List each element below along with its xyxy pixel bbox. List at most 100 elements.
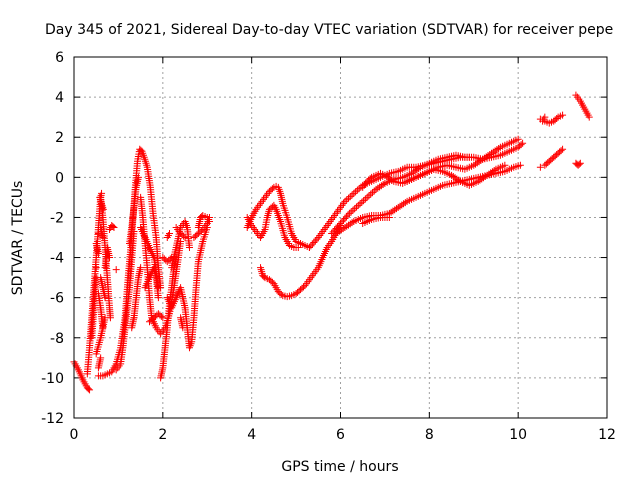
data-point <box>310 239 318 247</box>
data-point <box>342 213 350 221</box>
data-point <box>84 385 92 393</box>
data-point <box>101 314 109 322</box>
data-point <box>347 208 355 216</box>
data-point <box>130 314 138 322</box>
data-point <box>374 184 382 192</box>
data-point <box>181 234 189 241</box>
data-point <box>516 161 524 169</box>
data-point <box>343 222 351 230</box>
data-point <box>349 206 357 214</box>
data-point <box>473 159 481 167</box>
data-point <box>411 167 419 175</box>
data-point <box>277 290 285 298</box>
data-point <box>344 221 352 229</box>
data-point <box>106 254 114 262</box>
data-point <box>339 225 347 233</box>
data-point <box>361 195 369 203</box>
x-tick-label: 0 <box>70 427 79 443</box>
data-point <box>366 175 374 183</box>
data-point <box>488 168 496 176</box>
data-point <box>484 152 492 160</box>
data-point <box>337 219 344 227</box>
data-point <box>487 169 495 177</box>
data-point <box>401 199 409 207</box>
data-point <box>365 192 373 200</box>
data-point <box>157 312 165 320</box>
data-point <box>92 264 100 272</box>
y-tick-label: -2 <box>50 210 64 226</box>
data-point <box>313 235 321 243</box>
data-point <box>486 150 494 158</box>
data-point <box>346 193 354 201</box>
data-point <box>389 207 397 215</box>
data-point <box>455 176 463 184</box>
data-point <box>345 209 353 217</box>
data-point <box>367 190 375 198</box>
data-point <box>307 242 315 250</box>
data-point <box>334 228 342 236</box>
data-point <box>109 222 117 230</box>
data-point <box>370 187 378 195</box>
data-point <box>348 191 356 199</box>
data-point <box>489 148 497 156</box>
data-point <box>110 223 118 231</box>
data-point <box>346 220 354 228</box>
data-point <box>553 115 561 123</box>
data-point <box>341 223 349 231</box>
y-tick-label: -10 <box>41 371 64 387</box>
data-point <box>381 171 389 179</box>
chart-title: Day 345 of 2021, Sidereal Day-to-day VTE… <box>45 22 613 38</box>
data-point <box>519 139 527 147</box>
data-point <box>165 229 173 237</box>
data-point <box>559 111 567 119</box>
data-point <box>514 135 522 143</box>
data-point <box>166 255 174 263</box>
data-point <box>344 211 352 219</box>
data-point <box>180 232 188 240</box>
data-point <box>388 176 396 184</box>
data-point <box>557 147 565 155</box>
data-point <box>353 186 361 194</box>
data-point <box>391 206 399 214</box>
data-point <box>179 324 187 332</box>
data-point <box>185 244 193 252</box>
data-point <box>383 173 391 181</box>
data-point <box>495 144 503 152</box>
data-point <box>341 197 349 205</box>
data-point <box>476 176 484 184</box>
data-point <box>480 174 488 182</box>
y-tick-label: -8 <box>50 331 64 347</box>
data-point <box>536 163 544 171</box>
y-tick-label: -6 <box>50 291 64 307</box>
data-point <box>350 189 358 197</box>
data-point <box>99 205 107 213</box>
data-point <box>356 200 364 208</box>
data-point <box>479 155 487 163</box>
x-tick-label: 12 <box>598 427 616 443</box>
data-point <box>363 193 371 201</box>
data-point <box>377 182 385 190</box>
data-point <box>332 229 340 237</box>
data-point <box>485 170 493 178</box>
data-markers <box>70 91 593 394</box>
x-tick-label: 4 <box>247 427 256 443</box>
tick-labels: 0 2 4 6 8 10 12 -12 -10 -8 -6 -4 -2 0 2 4 6 <box>41 50 616 443</box>
x-axis-label: GPS time / hours <box>281 459 398 475</box>
data-point <box>339 216 347 224</box>
data-point <box>344 194 352 202</box>
data-point <box>451 174 459 182</box>
data-point <box>154 294 162 302</box>
x-tick-label: 2 <box>158 427 167 443</box>
data-point <box>386 175 394 183</box>
y-tick-label: 4 <box>55 90 64 106</box>
data-point <box>480 154 488 162</box>
data-point <box>477 156 485 164</box>
data-point <box>576 159 584 167</box>
data-point <box>308 240 316 248</box>
data-point <box>559 145 567 153</box>
data-point <box>336 227 344 235</box>
data-point <box>478 175 486 183</box>
data-point <box>338 218 346 226</box>
data-point <box>294 244 302 252</box>
